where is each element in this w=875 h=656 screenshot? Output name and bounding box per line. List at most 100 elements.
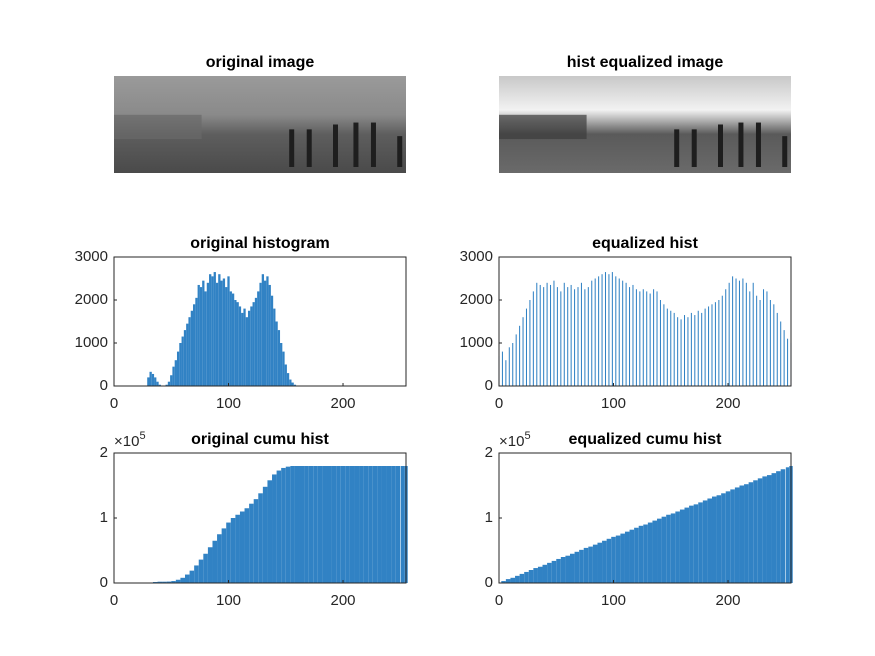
bar (524, 571, 529, 583)
y-tick-label: 1000 (75, 334, 108, 351)
y-tick-label: 2 (100, 444, 108, 461)
bar (249, 503, 254, 583)
bar (718, 300, 720, 386)
bar (280, 343, 283, 386)
bar (218, 274, 221, 386)
bar (608, 274, 610, 386)
bar (739, 485, 745, 583)
bar (615, 535, 621, 583)
bar (317, 466, 323, 583)
bar (308, 466, 314, 583)
bar (281, 467, 286, 583)
bar (547, 562, 552, 583)
bar (708, 306, 710, 386)
bar (528, 570, 534, 583)
x-tick-label: 200 (331, 592, 356, 609)
bar (257, 291, 260, 386)
y-multiplier-exponent: 5 (139, 430, 145, 442)
bar (391, 466, 396, 583)
bar (217, 534, 222, 583)
bar (563, 282, 565, 386)
bar (275, 321, 278, 386)
bar (615, 276, 617, 386)
bar (587, 287, 589, 386)
bar (560, 557, 566, 583)
bar (193, 304, 196, 386)
bar (215, 282, 219, 386)
bar (180, 577, 185, 583)
image-detail (499, 114, 587, 140)
bar (266, 276, 269, 386)
bar (652, 520, 658, 583)
bar (268, 284, 271, 386)
bar (239, 511, 245, 583)
bar (721, 493, 726, 583)
bar (183, 330, 187, 386)
chart-title: original cumu hist (191, 431, 329, 448)
image-detail (782, 136, 788, 167)
bar (714, 302, 716, 386)
image-detail (353, 122, 359, 167)
bar (734, 487, 740, 583)
bar (400, 466, 405, 583)
bar (657, 518, 662, 583)
bar (560, 291, 562, 386)
bar (537, 566, 543, 583)
bar (592, 544, 598, 583)
bar (675, 511, 680, 583)
bar (697, 310, 699, 386)
bar (262, 486, 268, 583)
bar (149, 371, 152, 386)
bar (656, 291, 658, 386)
bar (254, 297, 258, 386)
bar (291, 382, 294, 386)
bar (602, 540, 607, 583)
bar (769, 300, 771, 386)
y-multiplier-base: ×10 (499, 433, 524, 450)
y-multiplier-exponent: 5 (524, 430, 530, 442)
bar (725, 491, 731, 583)
bar (732, 276, 734, 386)
bar (157, 581, 163, 583)
bar (259, 282, 262, 386)
bar (749, 291, 751, 386)
bar (730, 489, 735, 583)
bar (666, 308, 668, 386)
bar (773, 304, 775, 386)
chart-title: original image (206, 54, 315, 71)
bar (606, 538, 612, 583)
bar (624, 531, 630, 583)
bar (179, 343, 182, 386)
bar (190, 310, 194, 386)
bar (604, 272, 607, 386)
bar (381, 466, 387, 583)
bar (207, 547, 213, 583)
bar (771, 473, 777, 583)
bar (620, 533, 625, 583)
bar (211, 276, 214, 386)
bar (677, 317, 679, 386)
bar (505, 579, 511, 583)
bar (553, 280, 555, 386)
bar (154, 377, 157, 386)
x-tick-label: 100 (601, 395, 626, 412)
bar (171, 581, 176, 583)
x-tick-label: 200 (716, 592, 741, 609)
bar (204, 291, 207, 386)
chart-title: original histogram (190, 235, 330, 252)
chart-title: equalized hist (592, 235, 698, 252)
bar (181, 336, 184, 386)
bar (363, 466, 369, 583)
bar (661, 516, 667, 583)
x-tick-label: 200 (716, 395, 741, 412)
bar (635, 289, 637, 386)
bar (536, 282, 538, 386)
bar (673, 312, 675, 386)
x-tick-label: 0 (110, 395, 118, 412)
bar (584, 289, 586, 386)
bar (222, 278, 226, 386)
image-detail (755, 122, 761, 167)
bar (601, 274, 603, 386)
bar (156, 381, 159, 386)
bar (174, 360, 177, 386)
